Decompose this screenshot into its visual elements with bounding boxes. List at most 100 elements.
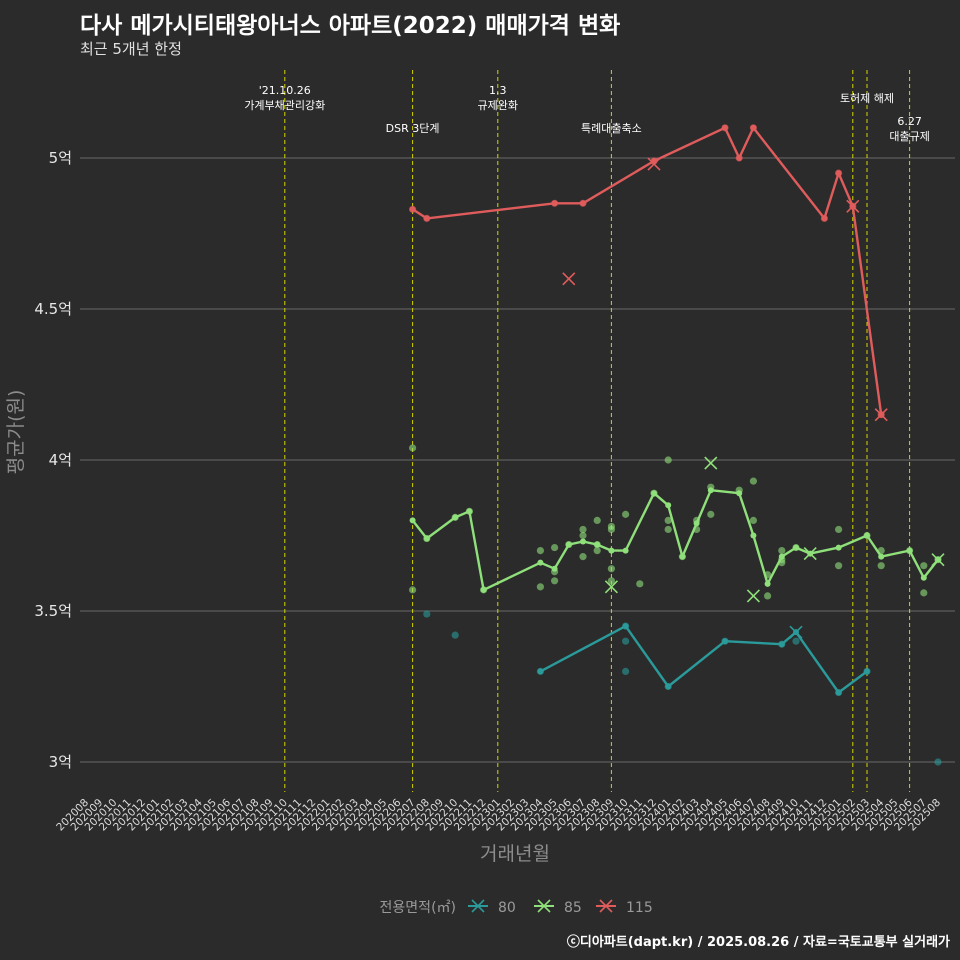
line-point <box>551 565 558 572</box>
highlight-marker <box>931 553 945 567</box>
data-point <box>778 547 786 555</box>
line-point <box>480 586 487 593</box>
line-point <box>551 200 558 207</box>
data-point <box>792 637 800 645</box>
line-point <box>693 520 700 527</box>
legend-title: 전용면적(㎡) <box>380 900 456 916</box>
line-point <box>608 547 615 554</box>
legend-label-85: 85 <box>564 900 582 916</box>
line-point <box>778 553 785 560</box>
line-point <box>707 487 714 494</box>
data-point <box>920 589 928 597</box>
line-point <box>906 547 913 554</box>
line-point <box>537 559 544 566</box>
line-point <box>821 215 828 222</box>
event-label: 토허제 해제 <box>840 91 894 105</box>
data-point <box>536 547 545 555</box>
line-point <box>565 541 572 548</box>
highlight-marker <box>647 157 661 171</box>
data-point <box>749 516 758 525</box>
data-point <box>451 631 459 639</box>
data-point <box>664 525 672 534</box>
highlight-marker <box>704 456 718 470</box>
line-point <box>537 668 544 675</box>
data-point <box>593 547 601 555</box>
data-point <box>707 510 715 518</box>
data-point <box>835 525 843 534</box>
line-point <box>864 668 870 675</box>
data-point <box>607 577 616 585</box>
line-point <box>878 553 885 560</box>
event-label: 특례대출축소 <box>581 122 642 135</box>
legend-key-115 <box>599 899 613 913</box>
line-point <box>452 514 459 521</box>
line-point <box>750 124 757 131</box>
line-point <box>920 574 927 581</box>
highlight-marker <box>746 589 760 603</box>
line-point <box>778 641 785 648</box>
line-point <box>835 170 842 177</box>
series-line <box>411 489 939 592</box>
highlight-marker <box>874 408 888 422</box>
line-point <box>835 544 842 551</box>
data-point <box>551 543 559 552</box>
line-point <box>793 544 799 551</box>
line-point <box>722 638 728 645</box>
data-point <box>607 525 616 534</box>
legend: 전용면적(㎡) 80 85 115 <box>380 899 653 916</box>
highlight-marker <box>846 199 860 213</box>
legend-label-80: 80 <box>498 900 516 916</box>
data-point <box>934 758 942 766</box>
line-point <box>750 532 757 539</box>
line-point <box>580 200 586 207</box>
highlight-marker <box>604 580 618 594</box>
data-point <box>423 610 431 618</box>
line-point <box>764 580 771 587</box>
y-tick-label: 4억 <box>49 451 72 469</box>
line-point <box>594 541 601 548</box>
event-label: DSR 3단계 <box>386 122 440 135</box>
line-point <box>409 517 416 524</box>
event-label: 1.3 <box>489 84 507 97</box>
data-point <box>607 565 616 573</box>
data-point <box>536 583 545 591</box>
event-label: 대출규제 <box>889 130 929 143</box>
series-115 <box>409 124 888 422</box>
line-point <box>466 508 473 515</box>
chart-subtitle: 최근 5개년 한정 <box>80 40 182 58</box>
data-point <box>579 525 587 534</box>
line-point <box>409 206 416 213</box>
y-tick-label: 3.5억 <box>34 602 72 620</box>
data-point <box>622 637 630 645</box>
legend-key-85 <box>537 899 551 913</box>
y-tick-label: 3억 <box>49 753 72 771</box>
line-point <box>622 547 629 554</box>
line-point <box>736 155 743 161</box>
y-axis-label: 평균가(원) <box>5 390 27 475</box>
data-point <box>877 562 885 570</box>
line-point <box>679 553 686 560</box>
series-line <box>539 624 868 694</box>
line-point <box>651 490 657 497</box>
series-line <box>411 126 883 415</box>
event-label: 6.27 <box>897 115 922 128</box>
line-point <box>580 538 586 545</box>
line-point <box>665 502 672 509</box>
data-point <box>835 562 843 570</box>
y-tick-label: 5억 <box>49 149 72 167</box>
series-85 <box>409 444 945 603</box>
data-point <box>579 531 587 540</box>
event-label: 규제완화 <box>478 99 518 112</box>
event-label: 가계부채관리강화 <box>244 99 325 112</box>
highlight-marker <box>789 625 803 639</box>
line-point <box>722 124 728 131</box>
line-point <box>423 215 430 222</box>
legend-label-115: 115 <box>626 900 653 916</box>
line-point <box>665 683 672 690</box>
chart-title: 다사 메가시티태왕아너스 아파트(2022) 매매가격 변화 <box>80 13 621 39</box>
data-point <box>622 667 630 676</box>
data-point <box>593 516 601 525</box>
data-point <box>664 516 672 525</box>
line-point <box>736 490 743 497</box>
